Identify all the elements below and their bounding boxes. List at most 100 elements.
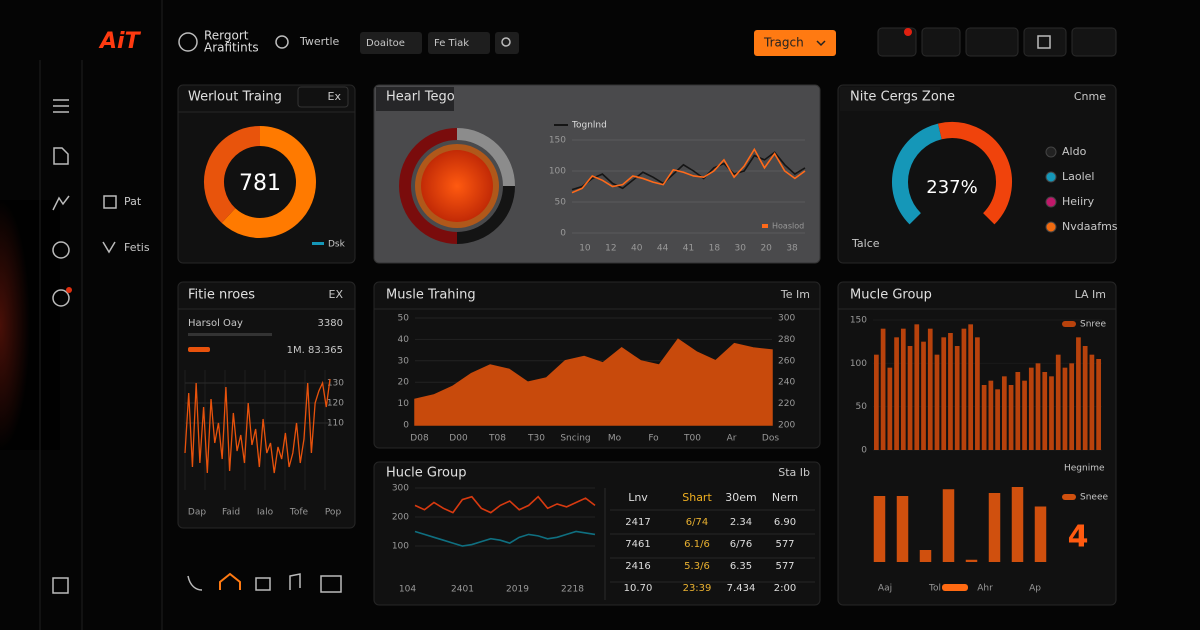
legend-label: Hoaslod [772, 222, 804, 231]
y-tick-label: 280 [778, 335, 795, 345]
dropdown-label: Tragch [763, 36, 804, 50]
bar [1089, 354, 1095, 450]
line [184, 378, 331, 474]
x-tick-label: Ar [727, 434, 737, 444]
y-tick-label: 200 [778, 421, 795, 431]
menu-icon[interactable] [53, 99, 69, 113]
bar [1001, 376, 1007, 450]
phone-icon[interactable] [187, 575, 203, 591]
chart-icon[interactable] [52, 195, 70, 211]
x-tick-label: 40 [631, 244, 643, 254]
bar [873, 496, 886, 562]
bar [981, 385, 987, 450]
ring-segment [456, 128, 515, 187]
panel [177, 281, 356, 529]
y-tick-label: 200 [392, 513, 409, 523]
logo: AiT [98, 29, 142, 54]
table-cell: 23:39 [683, 583, 712, 594]
center-value: 781 [239, 171, 281, 196]
legend-label: Dsk [328, 240, 346, 250]
item-icon[interactable] [102, 241, 116, 254]
row-label: Harsol Oay [188, 318, 243, 329]
bar [988, 380, 994, 450]
y-tick-label: 150 [549, 136, 566, 146]
alert-icon[interactable] [52, 289, 70, 307]
face-icon[interactable] [52, 241, 70, 259]
x-tick-label: Pop [325, 508, 342, 518]
mail-icon[interactable] [320, 575, 342, 593]
legend-label: Hegnime [1064, 464, 1105, 474]
x-tick-label: Tol [928, 584, 941, 594]
icon-button[interactable] [1023, 27, 1067, 57]
x-tick-label: 30 [735, 244, 747, 254]
panel-title: Musle Trahing [386, 288, 476, 303]
y-tick-label: 220 [778, 399, 795, 409]
doc-icon[interactable] [53, 147, 69, 165]
bar [941, 337, 947, 450]
y-tick-label: 100 [392, 542, 409, 552]
home-icon[interactable] [219, 572, 241, 590]
bar [1049, 376, 1054, 450]
table-cell: 2417 [625, 517, 650, 528]
bar [975, 337, 980, 450]
brand: Rergort [204, 29, 249, 43]
panel-action: Te Im [780, 288, 810, 301]
x-tick-label: T08 [488, 434, 506, 444]
item-icon[interactable] [103, 195, 117, 209]
table-cell: 2:00 [774, 583, 796, 594]
table-cell: 6.1/6 [684, 539, 710, 550]
legend-label: Laolel [1062, 170, 1094, 183]
bar [968, 324, 974, 450]
legend-label: Snree [1080, 320, 1106, 330]
bar [1062, 367, 1068, 450]
button[interactable] [360, 32, 422, 54]
badge [904, 28, 912, 36]
y-tick-label: 110 [327, 419, 344, 429]
legend-swatch [1045, 171, 1057, 183]
progress-track [188, 333, 272, 336]
line [571, 151, 806, 191]
lock-icon[interactable] [255, 577, 271, 591]
y-tick-label: 30 [398, 356, 410, 366]
panel-action: Cnme [1074, 90, 1106, 103]
panel-title: Hearl Tego [386, 90, 455, 105]
bar [1042, 372, 1048, 450]
bar [894, 337, 899, 450]
search-button[interactable] [495, 32, 519, 54]
settings-icon[interactable] [52, 577, 69, 594]
bar [1055, 354, 1061, 450]
panel-title: Hucle Group [386, 466, 466, 481]
legend-swatch [312, 242, 324, 245]
table-cell: 577 [775, 539, 794, 550]
x-tick-label: D08 [410, 434, 429, 444]
y-tick-label: 300 [392, 484, 409, 494]
bottom-icons[interactable] [187, 572, 342, 593]
action-button[interactable] [297, 86, 349, 108]
search-icon [275, 35, 289, 49]
ring-segment [456, 185, 515, 244]
slider [942, 584, 968, 591]
y-tick-label: 300 [778, 314, 795, 324]
donut-core [421, 150, 493, 222]
music-icon[interactable] [289, 573, 301, 590]
dropdown[interactable] [754, 30, 836, 56]
panel-action: LA Im [1075, 288, 1106, 301]
bar [887, 367, 893, 450]
sidebar-icons[interactable] [52, 99, 117, 594]
button[interactable] [428, 32, 490, 54]
legend-swatch [762, 224, 768, 228]
x-tick-label: Dap [188, 508, 206, 518]
bar [880, 328, 886, 450]
toolbar[interactable] [877, 27, 1117, 57]
panel-title: Werlout Traing [188, 90, 282, 105]
legend-label: Sneee [1080, 493, 1108, 503]
icon-button[interactable] [921, 27, 961, 57]
bar [921, 341, 926, 450]
search-icon [501, 37, 511, 47]
icon-button[interactable] [965, 27, 1019, 57]
grid-icon [1037, 35, 1051, 49]
bar [874, 354, 879, 450]
icon-button[interactable] [1071, 27, 1117, 57]
y-tick-label: 50 [856, 402, 868, 412]
